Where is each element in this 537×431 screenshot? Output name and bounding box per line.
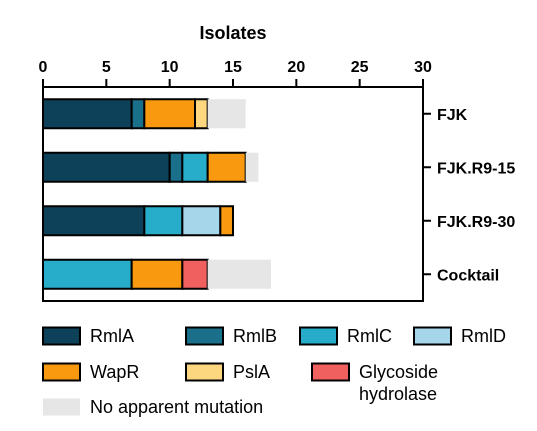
legend-label: RmlA [90, 326, 134, 346]
bar-segment-glycoside-hydrolase [181, 258, 209, 290]
bar-segment-rmlc [42, 258, 133, 290]
category-label: FJK.R9-15 [437, 160, 515, 177]
legend-swatch [43, 398, 80, 416]
legend: RmlA RmlB RmlC RmlD WapR PslA Glycoside hydrola… [42, 326, 506, 417]
legend-swatch [413, 326, 452, 346]
legend-swatch [299, 326, 338, 346]
legend-label: No apparent mutation [90, 397, 263, 417]
legend-label: PslA [233, 362, 270, 382]
bars [42, 98, 271, 290]
bar-segment-rmla [42, 151, 171, 183]
legend-swatch [42, 326, 81, 346]
bar-segment-rmlb [168, 151, 184, 183]
bar-segment-wapr [219, 205, 234, 237]
category-label: FJK [437, 107, 468, 124]
bar-segment-no-apparent-mutation [245, 152, 259, 182]
x-tick-label: 30 [414, 59, 432, 76]
legend-label: Glycoside hydrolase [359, 362, 438, 404]
legend-label: WapR [90, 362, 139, 382]
category-label: Cocktail [437, 267, 499, 284]
bar-segment-wapr [143, 98, 196, 130]
legend-swatch [311, 362, 350, 382]
bar-segment-rmla [42, 205, 146, 237]
x-tick-label: 20 [287, 59, 305, 76]
category-axis: FJK FJK.R9-15 FJK.R9-30 Cocktail [423, 107, 515, 284]
x-tick-label: 10 [161, 59, 179, 76]
legend-label: RmlB [233, 326, 277, 346]
x-tick-label: 0 [39, 59, 48, 76]
bar-segment-rmlc [143, 205, 184, 237]
x-tick-label: 5 [102, 59, 111, 76]
bar-segment-no-apparent-mutation [207, 99, 246, 129]
x-tick-label: 25 [351, 59, 369, 76]
bar-segment-rmla [42, 98, 133, 130]
plot-frame [42, 86, 424, 302]
legend-label: RmlC [347, 326, 392, 346]
bar-segment-wapr [206, 151, 247, 183]
bar-segment-no-apparent-mutation [207, 259, 271, 289]
bar-segment-wapr [130, 258, 184, 290]
x-axis-ticks: 0 5 10 15 20 25 30 [39, 59, 432, 87]
legend-swatch [42, 362, 81, 382]
bar-segment-rmlb [130, 98, 146, 130]
legend-label: RmlD [461, 326, 506, 346]
legend-swatch [185, 362, 224, 382]
legend-swatch [185, 326, 224, 346]
bar-segment-psla [194, 98, 209, 130]
x-axis-title: Isolates [199, 23, 266, 43]
bar-segment-rmld [181, 205, 222, 237]
x-tick-label: 15 [224, 59, 242, 76]
category-label: FJK.R9-30 [437, 214, 515, 231]
bar-segment-rmlc [181, 151, 209, 183]
